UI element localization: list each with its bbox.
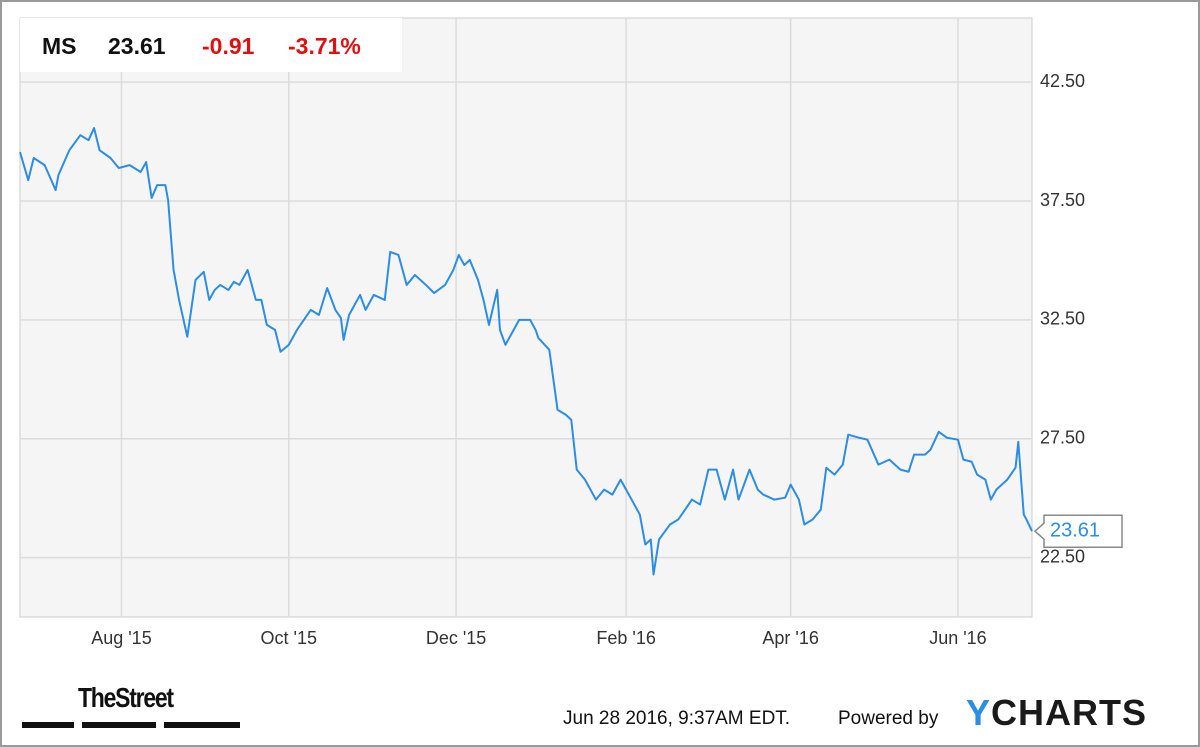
x-tick-label: Oct '15 — [261, 628, 317, 648]
powered-by: Powered by — [838, 708, 939, 729]
x-tick-label: Aug '15 — [91, 628, 152, 648]
y-tick-label: 27.50 — [1040, 427, 1085, 447]
y-tick-label: 42.50 — [1040, 71, 1085, 91]
last-value-callout — [1033, 514, 1123, 548]
logo-bar — [22, 722, 74, 728]
y-tick-label: 32.50 — [1040, 309, 1085, 329]
y-tick-label: 37.50 — [1040, 190, 1085, 210]
x-tick-label: Jun '16 — [929, 628, 986, 648]
brand-logo: YCHARTS — [966, 692, 1148, 733]
y-tick-label: 22.50 — [1040, 546, 1085, 566]
x-tick-label: Dec '15 — [426, 628, 486, 648]
symbol: MS — [42, 33, 77, 59]
x-tick-label: Apr '16 — [762, 628, 818, 648]
change-pct: -3.71% — [288, 33, 361, 59]
price: 23.61 — [108, 33, 166, 59]
source-logo: TheStreet — [78, 682, 174, 713]
logo-bar — [164, 722, 240, 728]
timestamp: Jun 28 2016, 9:37AM EDT. — [563, 708, 791, 729]
logo-bar — [82, 722, 156, 728]
last-value-label: 23.61 — [1050, 519, 1100, 541]
x-tick-label: Feb '16 — [596, 628, 655, 648]
header-box — [20, 18, 402, 72]
price-line — [19, 127, 1033, 576]
plot-area — [19, 17, 1033, 618]
change: -0.91 — [202, 33, 255, 59]
